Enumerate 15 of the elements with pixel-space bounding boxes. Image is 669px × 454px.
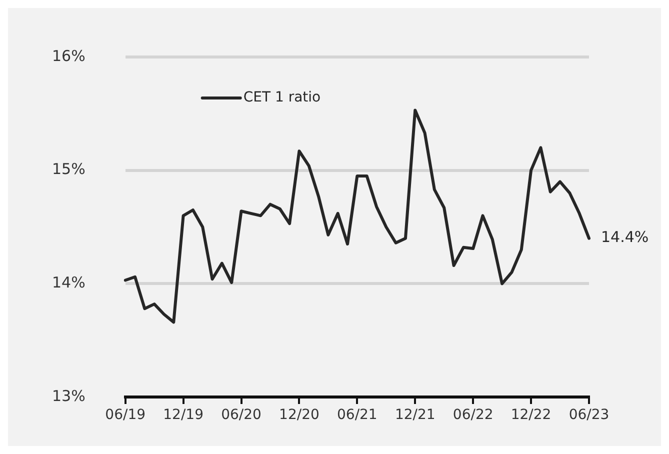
y-tick-label: 15% <box>52 160 86 178</box>
x-tick-label: 06/23 <box>568 407 610 424</box>
x-tick-label: 06/21 <box>336 407 378 424</box>
x-tick-label: 12/20 <box>279 407 320 424</box>
legend-label: CET 1 ratio <box>243 90 321 106</box>
y-tick-label: 14% <box>52 274 86 292</box>
x-tick-label: 12/22 <box>510 407 552 424</box>
x-tick-label: 06/22 <box>452 407 494 424</box>
y-tick-label: 16% <box>52 46 86 65</box>
x-tick-label: 12/21 <box>394 407 436 424</box>
annotation: 14.4% <box>601 228 649 246</box>
x-tick-label: 06/20 <box>221 407 262 424</box>
x-tick-label: 12/19 <box>163 407 204 424</box>
x-tick-label: 06/19 <box>105 407 146 424</box>
y-tick-label: 13% <box>52 386 86 405</box>
